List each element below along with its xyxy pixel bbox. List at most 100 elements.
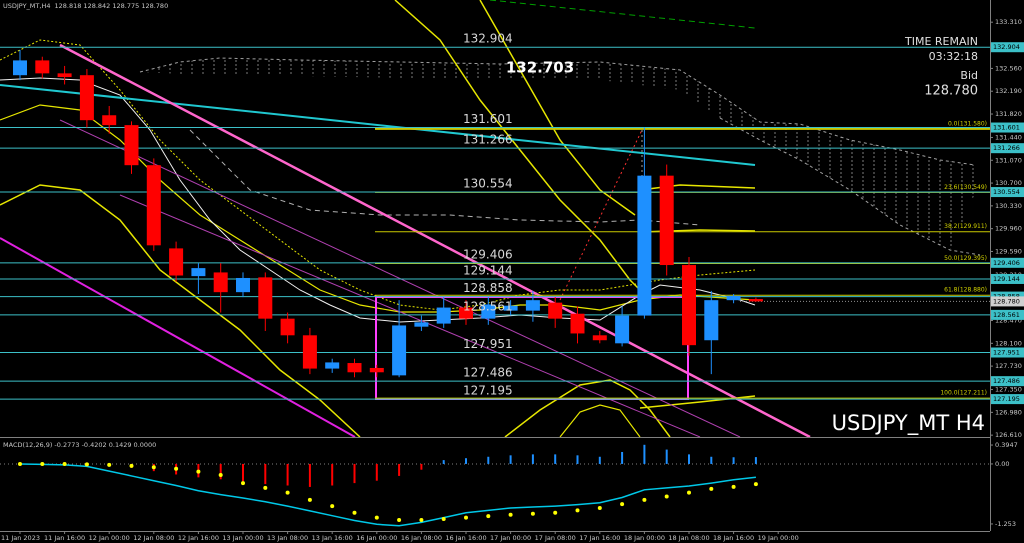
signal-dot [642,497,647,502]
level-box [991,42,1024,53]
y-tick-label: 127.350 [995,386,1022,394]
macd-tick-label: 0.3947 [995,441,1018,449]
x-tick-label: 18 Jan 00:00 [624,534,665,542]
y-tick-label: 126.980 [995,408,1022,416]
main-panel [0,46,990,400]
y-tick-label: 132.560 [995,64,1022,72]
band [0,184,361,437]
band [639,184,756,191]
channel-line [0,237,356,437]
signal-dot [464,515,468,520]
ichimoku-cloud [140,58,980,250]
level-label: 132.904 [463,32,513,46]
time-remain: 03:32:18 [929,50,978,63]
signal-dot [40,461,45,466]
candle-body [659,175,674,266]
trend-line [59,43,811,437]
level-box [991,273,1024,284]
level-box-label: 127.195 [993,395,1020,403]
y-tick-label: 131.820 [995,110,1022,118]
candle-body [347,363,362,373]
level-box [991,257,1024,268]
signal-dot [664,494,669,499]
candle-body [436,307,451,324]
signal-dot [508,512,513,517]
y-tick-label: 130.330 [995,202,1022,210]
signal-dot [151,465,156,470]
level-box-label: 132.904 [993,43,1020,51]
signal-dot [107,462,112,467]
x-tick-label: 17 Jan 16:00 [579,534,620,542]
candle-body [146,165,161,246]
level-label: 130.554 [463,177,513,191]
candle-body [258,277,273,319]
candle-body [704,300,719,341]
candle-body [57,73,72,78]
level-box-label: 128.561 [993,311,1020,319]
candle-body [525,300,540,311]
candle-body [548,302,563,319]
candle-body [236,277,250,293]
symbol-title: USDJPY_MT,H4 [3,2,50,10]
x-tick-label: 11 Jan 2023 [1,534,40,542]
band [394,0,651,301]
level-box [991,143,1024,154]
signal-dot [597,506,602,511]
macd-title: MACD(12,26,9) -0.2773 -0.4202 0.1429 0.0… [3,441,156,449]
signal-dot [709,486,714,491]
signal-dot [419,517,424,522]
ohlc-text: 128.818 128.842 128.775 128.780 [54,2,168,10]
band [559,404,641,437]
band [0,104,756,313]
signal-dot [307,497,312,502]
level-box-label: 131.601 [993,124,1020,132]
level-label: 127.951 [463,337,513,351]
signal-dot [62,461,67,466]
y-tick-label: 127.730 [995,362,1022,370]
y-tick-label: 130.700 [995,179,1022,187]
level-box-label: 131.266 [993,144,1020,152]
x-tick-label: 17 Jan 08:00 [535,534,576,542]
candle-body [481,304,496,319]
band [479,0,636,216]
time-remain-label: TIME REMAIN [904,35,978,48]
candle-body [414,322,429,327]
signal-dot [486,514,491,519]
level-label: 129.406 [463,247,513,261]
fib-label: 50.0(129.395) [944,255,987,262]
signal-dot [241,481,245,486]
x-tick-label: 13 Jan 08:00 [267,534,308,542]
signal-dot [218,472,223,477]
candle-body [79,75,94,121]
candle-body [615,315,630,344]
macd-line [19,463,756,527]
trend-line [0,84,756,166]
signal-dot [18,461,22,466]
level-box [991,347,1024,358]
bid-value: 128.780 [924,84,978,99]
bid-label: Bid [960,69,978,82]
x-tick-label: 16 Jan 16:00 [445,534,486,542]
bid-box-label: 128.780 [993,297,1020,305]
level-box-label: 129.144 [993,275,1020,283]
level-label: 131.601 [463,112,513,126]
fib-label: 100.0(127.211) [940,390,987,397]
signal-dot [263,485,268,490]
signal-dot [731,484,736,489]
signal-dot [285,490,290,495]
signal-dot [397,517,402,522]
x-tick-label: 18 Jan 08:00 [668,534,709,542]
x-tick-label: 12 Jan 00:00 [89,534,130,542]
candle-body [213,272,228,293]
level-box-label: 129.406 [993,259,1020,267]
macd-tick-label: -1.253 [995,520,1016,528]
x-tick-label: 18 Jan 16:00 [713,534,754,542]
peak-label: 132.703 [506,59,574,77]
candle-body [682,265,696,346]
level-box-label: 127.486 [993,377,1020,385]
candle-body [392,325,407,376]
level-box [991,394,1024,405]
candle-body [35,60,50,74]
candle-body [592,335,607,341]
macd-tick-label: 0.00 [995,460,1009,468]
